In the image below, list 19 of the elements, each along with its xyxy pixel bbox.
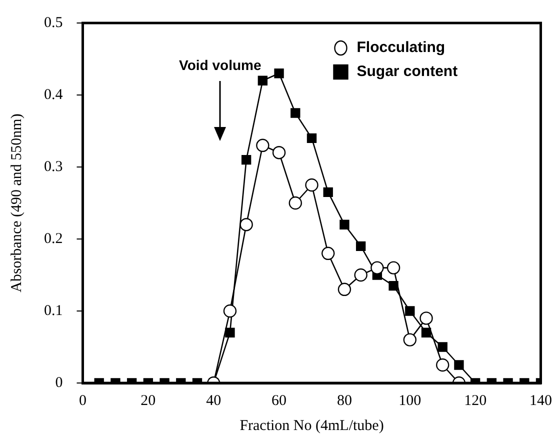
legend-label: Flocculating: [356, 39, 446, 56]
y-axis-title: Absorbance (490 and 550nm): [8, 114, 25, 292]
x-tick-label: 80: [336, 392, 352, 409]
x-tick-label: 0: [79, 392, 86, 409]
y-tick-label: 0.3: [44, 158, 63, 175]
x-tick-label: 140: [530, 392, 552, 409]
y-tick-label: 0.2: [44, 230, 63, 247]
x-tick-label: 100: [398, 392, 422, 409]
x-tick-label: 20: [140, 392, 156, 409]
y-tick-label: 0.4: [44, 86, 64, 103]
y-tick-label: 0.1: [44, 302, 63, 319]
y-tick-label: 0.5: [44, 14, 63, 31]
x-tick-label: 60: [272, 392, 287, 409]
annotation: Void volume: [179, 56, 262, 73]
x-axis-title: Fraction No (4mL/tube): [240, 418, 384, 434]
y-tick-label: 0: [55, 374, 63, 391]
x-tick-label: 120: [464, 392, 487, 409]
legend-label: Sugar content: [356, 63, 458, 80]
x-tick-label: 40: [206, 392, 222, 409]
